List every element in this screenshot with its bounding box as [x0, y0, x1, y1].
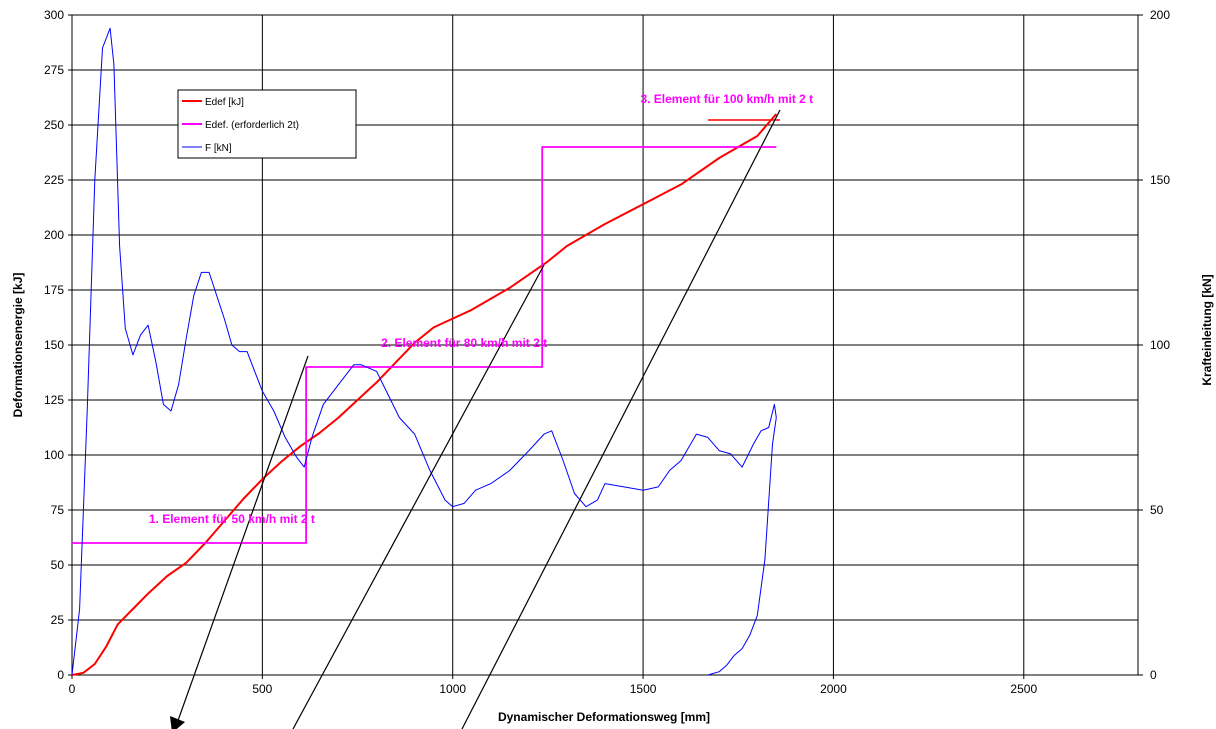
y-tick-label: 0: [57, 668, 64, 682]
series: [71, 27, 778, 676]
x-tick-label: 0: [69, 682, 76, 696]
x-tick-label: 2500: [1010, 682, 1037, 696]
x-axis-title: Dynamischer Deformationsweg [mm]: [498, 710, 710, 724]
legend-label-edef-required: Edef. (erforderlich 2t): [205, 120, 299, 131]
annotation-element-2: 2. Element für 80 km/h mit 2 t: [381, 336, 547, 350]
annotation-element-3: 3. Element für 100 km/h mit 2 t: [640, 92, 813, 106]
y-tick-label: 225: [44, 173, 64, 187]
y-tick-label: 250: [44, 118, 64, 132]
x-tick-label: 500: [252, 682, 272, 696]
series-edef: [71, 113, 778, 676]
y2-tick-label: 150: [1150, 173, 1170, 187]
y-tick-label: 150: [44, 338, 64, 352]
series-force: [71, 27, 777, 676]
y-tick-label: 75: [51, 503, 65, 517]
guide-line-3: [461, 109, 781, 729]
legend-label-force: F [kN]: [205, 143, 232, 154]
annotation-element-1: 1. Element für 50 km/h mit 2 t: [149, 512, 315, 526]
y-tick-label: 175: [44, 283, 64, 297]
legend: Edef [kJ] Edef. (erforderlich 2t) F [kN]: [177, 89, 357, 159]
y-tick-label: 100: [44, 448, 64, 462]
x-tick-label: 1500: [630, 682, 657, 696]
y-tick-label: 25: [51, 613, 65, 627]
y-tick-label: 275: [44, 63, 64, 77]
annotations: 1. Element für 50 km/h mit 2 t 2. Element…: [149, 92, 813, 526]
series-force-return: [707, 417, 777, 676]
y2-tick-label: 100: [1150, 338, 1170, 352]
guide-line-1: [174, 355, 309, 729]
series-edef-required: [72, 146, 777, 544]
legend-label-edef: Edef [kJ]: [205, 97, 244, 108]
x-tick-label: 2000: [820, 682, 847, 696]
y2-axis-title: Krafteinleitung [kN]: [1200, 274, 1214, 385]
y-axis-title: Deformationsenergie [kJ]: [11, 273, 25, 418]
y2-tick-label: 50: [1150, 503, 1164, 517]
x-tick-label: 1000: [439, 682, 466, 696]
y-tick-label: 300: [44, 8, 64, 22]
y-tick-label: 200: [44, 228, 64, 242]
y-tick-label: 125: [44, 393, 64, 407]
guide-line-2: [292, 264, 545, 729]
guide-arrowhead: [170, 716, 185, 729]
y-tick-label: 50: [51, 558, 65, 572]
legend-box: [177, 89, 357, 159]
grid: [72, 15, 1138, 675]
y2-tick-label: 200: [1150, 8, 1170, 22]
y2-tick-label: 0: [1150, 668, 1157, 682]
